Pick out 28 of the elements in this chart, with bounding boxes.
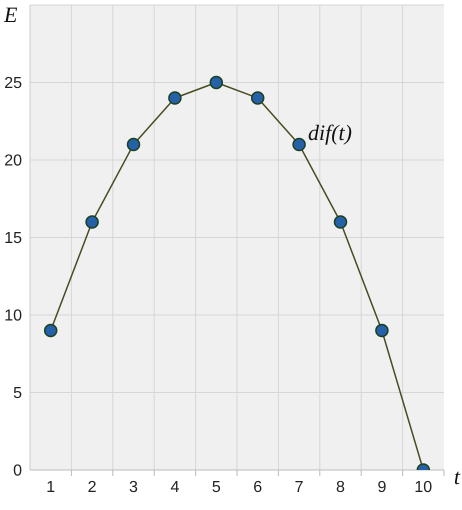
- x-tick-label: 10: [414, 479, 432, 496]
- point: [126, 138, 140, 152]
- x-tick-label: 3: [129, 479, 138, 496]
- point: [375, 324, 389, 338]
- point: [85, 215, 99, 229]
- y-tick-label: 5: [13, 385, 22, 402]
- x-tick-label: 4: [170, 479, 180, 496]
- y-tick-label: 20: [4, 152, 22, 170]
- y-tick-label: 15: [4, 230, 22, 248]
- y-tick-label: 10: [4, 308, 22, 325]
- x-tick-label: 7: [294, 479, 304, 496]
- y-tick-label: 25: [4, 75, 22, 92]
- y-axis-title: E: [3, 2, 18, 27]
- x-tick-label: 6: [253, 479, 262, 496]
- x-tick-label: 5: [212, 479, 221, 496]
- y-tick-label: 0: [13, 462, 22, 480]
- x-tick-label: 8: [336, 479, 346, 496]
- x-axis-title: t: [454, 464, 461, 489]
- point: [210, 76, 224, 90]
- point: [334, 215, 348, 229]
- point: [250, 91, 264, 105]
- x-tick-label: 1: [46, 479, 56, 496]
- annotation: dif(t): [308, 120, 352, 145]
- point: [168, 91, 182, 105]
- x-tick-label: 2: [88, 479, 97, 496]
- point: [292, 138, 306, 152]
- point: [44, 324, 58, 338]
- x-tick-label: 9: [377, 479, 386, 496]
